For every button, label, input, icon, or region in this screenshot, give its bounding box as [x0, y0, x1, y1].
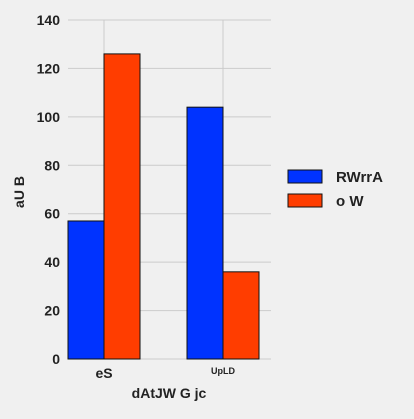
- legend: RWrrA o W: [287, 169, 383, 210]
- y-tick-label: 40: [44, 254, 60, 270]
- bar-rwrra-es: [67, 220, 105, 360]
- legend-label: RWrrA: [336, 169, 383, 186]
- x-axis-label: dAtJW G jc: [132, 385, 207, 401]
- bar-rwrra-upld: [186, 106, 224, 360]
- y-tick-label: 60: [44, 206, 60, 222]
- x-tick-label: UpLD: [211, 366, 235, 376]
- y-tick-label: 100: [37, 109, 61, 125]
- bar-o-w-es: [103, 53, 141, 360]
- y-tick-label: 140: [37, 12, 61, 28]
- bars: [67, 53, 260, 360]
- y-axis-ticks: 0 20 40 60 80 100 120 140: [37, 12, 61, 367]
- legend-swatch: [287, 193, 323, 208]
- y-tick-label: 80: [44, 157, 60, 173]
- x-axis-ticks: eS UpLD: [95, 365, 235, 381]
- bar-o-w-upld: [222, 271, 260, 360]
- legend-swatch: [287, 169, 323, 184]
- y-tick-label: 120: [37, 60, 61, 76]
- x-tick-label: eS: [95, 365, 112, 381]
- y-axis-label: aU B: [11, 176, 27, 208]
- y-tick-label: 20: [44, 303, 60, 319]
- y-tick-label: 0: [52, 351, 60, 367]
- legend-label: o W: [336, 193, 364, 210]
